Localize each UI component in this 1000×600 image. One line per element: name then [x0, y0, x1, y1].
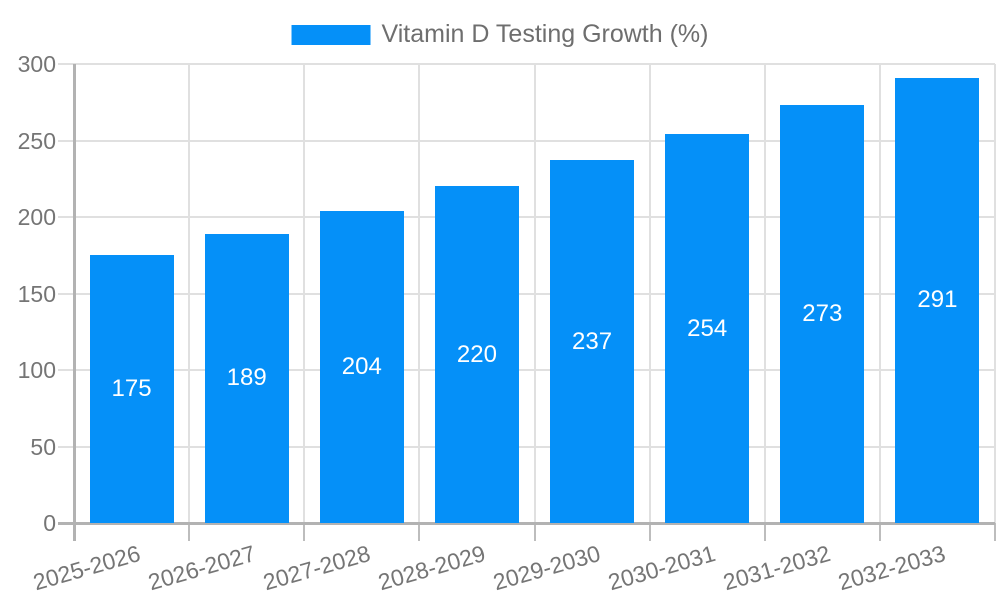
- y-tick-label: 50: [30, 433, 56, 460]
- legend-label: Vitamin D Testing Growth (%): [381, 20, 709, 48]
- x-tick-label: 2031-2032: [720, 540, 834, 596]
- x-axis-tick: [763, 523, 766, 541]
- bar[interactable]: 220: [434, 186, 519, 523]
- y-gridline: [58, 216, 995, 218]
- x-tick-label: 2032-2033: [835, 540, 949, 596]
- bar-value-label: 220: [456, 340, 497, 368]
- x-tick-label: 2028-2029: [375, 540, 489, 596]
- x-axis-tick: [648, 523, 651, 541]
- bar-value-label: 291: [917, 286, 958, 314]
- y-gridline: [58, 445, 995, 448]
- bar-value-label: 175: [111, 375, 152, 403]
- x-tick-label: 2025-2026: [29, 540, 143, 596]
- x-axis-tick: [418, 523, 421, 541]
- y-tick-label: 200: [17, 204, 56, 230]
- x-axis-tick: [188, 523, 191, 541]
- y-tick-label: 150: [17, 280, 56, 307]
- x-gridline: [763, 64, 766, 523]
- y-gridline: [58, 63, 995, 65]
- legend-swatch: [291, 24, 371, 45]
- bar-value-label: 237: [572, 327, 613, 355]
- x-axis-tick: [303, 523, 306, 541]
- x-gridline: [533, 64, 536, 523]
- bar[interactable]: 175: [89, 255, 174, 523]
- x-gridline: [648, 64, 651, 523]
- x-gridline: [994, 64, 996, 523]
- bar-value-label: 254: [687, 314, 728, 342]
- bar-value-label: 204: [341, 352, 382, 380]
- bar[interactable]: 237: [550, 160, 635, 523]
- x-axis-tick: [533, 523, 536, 541]
- bar[interactable]: 273: [780, 105, 865, 523]
- y-tick-label: 0: [43, 510, 56, 536]
- bar[interactable]: 204: [319, 210, 404, 523]
- x-gridline: [418, 64, 421, 523]
- y-tick-label: 100: [17, 357, 56, 383]
- bar-value-label: 189: [226, 364, 267, 392]
- x-tick-label: 2030-2031: [605, 540, 719, 596]
- x-axis-tick: [994, 523, 996, 541]
- bar[interactable]: 254: [665, 134, 750, 523]
- x-tick-label: 2029-2030: [490, 540, 604, 596]
- y-gridline: [58, 292, 995, 295]
- bar-value-label: 273: [802, 300, 843, 328]
- x-tick-label: 2027-2028: [260, 540, 373, 596]
- y-tick-label: 250: [17, 127, 56, 154]
- y-tick-label: 300: [17, 51, 56, 77]
- x-tick-label: 2026-2027: [144, 540, 258, 596]
- y-axis-line: [73, 64, 76, 541]
- chart-legend[interactable]: Vitamin D Testing Growth (%): [291, 20, 709, 49]
- x-axis-line: [58, 522, 995, 525]
- y-gridline: [58, 139, 995, 142]
- bar[interactable]: 291: [895, 77, 980, 523]
- x-axis-tick: [878, 523, 881, 541]
- x-gridline: [878, 64, 881, 523]
- bar[interactable]: 189: [204, 233, 289, 523]
- x-gridline: [188, 64, 191, 523]
- x-gridline: [303, 64, 306, 523]
- y-gridline: [58, 369, 995, 371]
